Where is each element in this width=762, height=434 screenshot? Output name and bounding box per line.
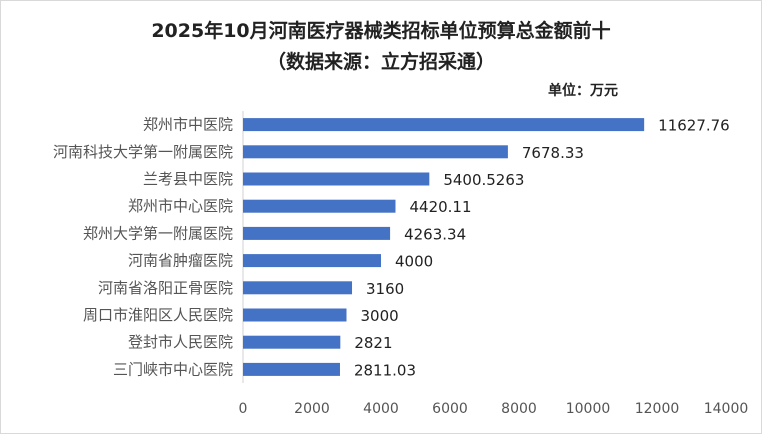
- bar: [243, 254, 381, 268]
- category-label: 登封市人民医院: [128, 333, 233, 351]
- data-label: 2821: [354, 334, 392, 352]
- x-tick-label: 12000: [635, 401, 680, 417]
- category-label: 郑州市中医院: [143, 116, 233, 134]
- chart-subtitle: （数据来源：立方招采通）: [266, 51, 495, 73]
- x-tick-label: 4000: [363, 401, 399, 417]
- x-tick-label: 10000: [566, 401, 611, 417]
- bar: [243, 226, 391, 240]
- category-label: 郑州大学第一附属医院: [83, 224, 233, 242]
- bar: [243, 118, 645, 132]
- category-label: 河南省洛阳正骨医院: [98, 279, 233, 297]
- bar: [243, 308, 347, 322]
- x-tick-label: 2000: [294, 401, 330, 417]
- chart-title: 2025年10月河南医疗器械类招标单位预算总金额前十: [151, 20, 611, 42]
- category-label: 河南科技大学第一附属医院: [53, 143, 233, 161]
- bar: [243, 335, 341, 349]
- x-tick-label: 8000: [501, 401, 537, 417]
- x-tick-label: 14000: [704, 401, 749, 417]
- data-label: 4420.11: [409, 198, 471, 216]
- category-label: 郑州市中心医院: [128, 197, 233, 215]
- data-label: 5400.5263: [443, 171, 524, 189]
- unit-label: 单位：万元: [548, 83, 618, 99]
- data-label: 4263.34: [404, 225, 466, 243]
- bar: [243, 281, 353, 295]
- bar: [243, 145, 508, 159]
- data-label: 4000: [395, 253, 433, 271]
- category-label: 三门峡市中心医院: [113, 360, 233, 378]
- bar: [243, 172, 430, 186]
- category-label: 河南省肿瘤医院: [128, 252, 233, 270]
- data-label: 11627.76: [658, 117, 730, 135]
- data-label: 3160: [366, 280, 404, 298]
- bar: [243, 362, 340, 376]
- x-tick-label: 6000: [432, 401, 468, 417]
- bar: [243, 199, 396, 213]
- x-tick-label: 0: [239, 401, 248, 417]
- category-label: 兰考县中医院: [143, 170, 233, 188]
- data-label: 7678.33: [522, 144, 584, 162]
- data-label: 3000: [361, 307, 399, 325]
- data-label: 2811.03: [354, 361, 416, 379]
- category-label: 周口市淮阳区人民医院: [83, 306, 233, 324]
